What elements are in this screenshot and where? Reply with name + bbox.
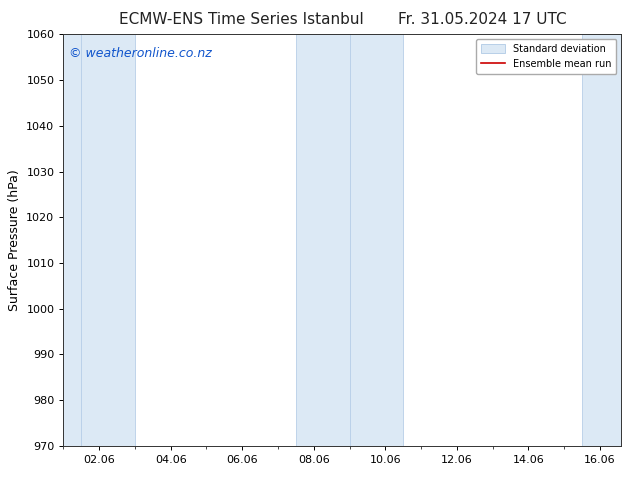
Bar	[582, 34, 621, 446]
Text: © weatheronline.co.nz: © weatheronline.co.nz	[69, 47, 212, 60]
Y-axis label: Surface Pressure (hPa): Surface Pressure (hPa)	[8, 169, 21, 311]
Text: Fr. 31.05.2024 17 UTC: Fr. 31.05.2024 17 UTC	[398, 12, 566, 27]
Bar	[63, 34, 81, 446]
Bar	[349, 34, 403, 446]
Legend: Standard deviation, Ensemble mean run: Standard deviation, Ensemble mean run	[476, 39, 616, 74]
Bar	[81, 34, 135, 446]
Text: ECMW-ENS Time Series Istanbul: ECMW-ENS Time Series Istanbul	[119, 12, 363, 27]
Bar	[296, 34, 349, 446]
